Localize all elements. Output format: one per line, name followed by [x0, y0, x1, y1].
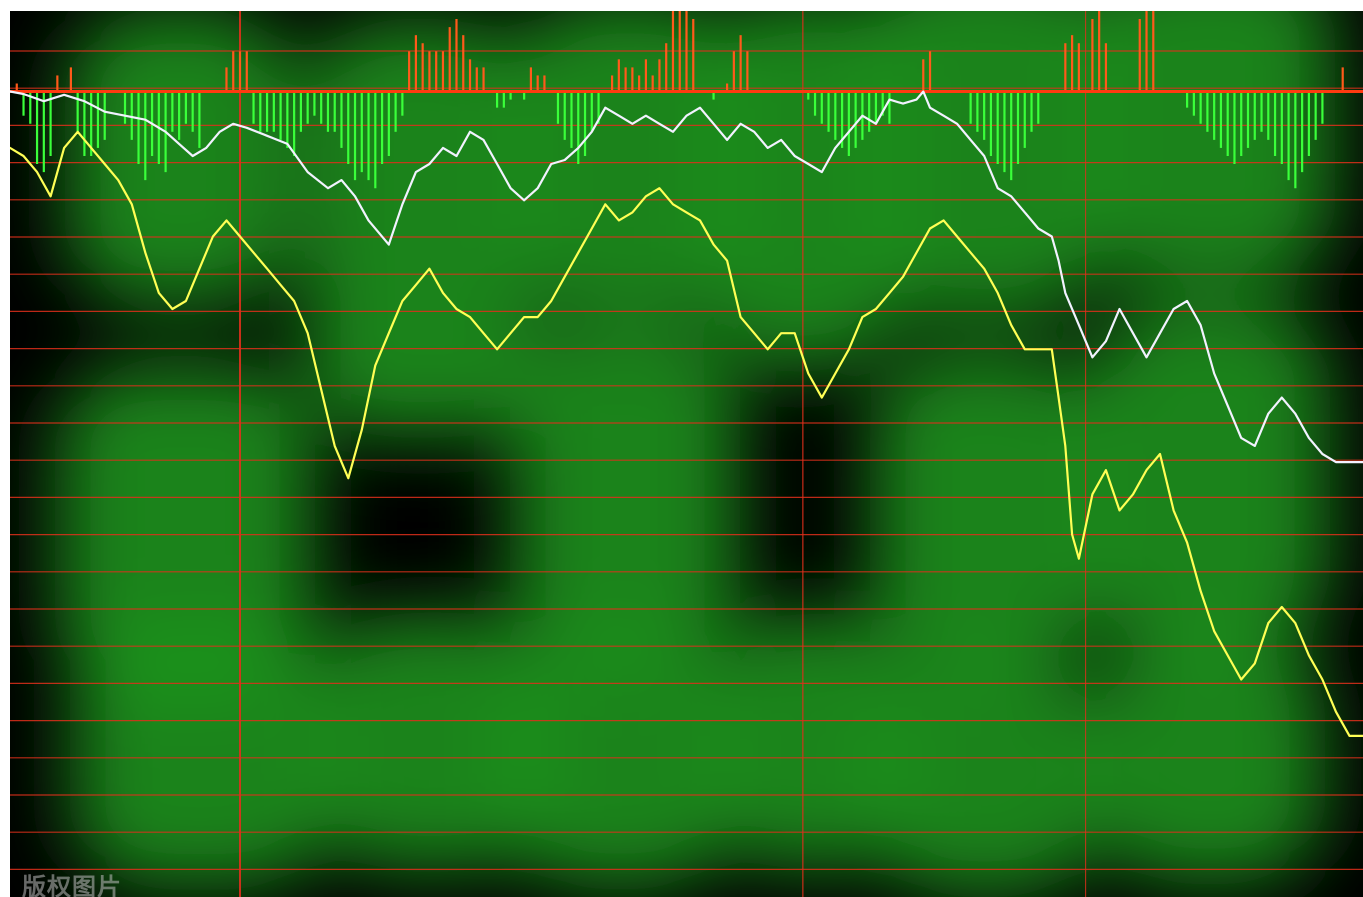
glow-blob-3 — [305, 18, 535, 439]
glow-blob-4 — [315, 612, 545, 873]
series-line-1 — [10, 130, 1363, 738]
horizontal-grid — [10, 50, 1363, 871]
glow-blob-14 — [1090, 301, 1330, 652]
series-line-0 — [10, 90, 1363, 464]
glow-blob-7 — [505, 629, 735, 890]
watermark-text: 版权图片 — [22, 873, 122, 897]
vertical-grid — [239, 11, 1087, 897]
glow-blob-8 — [710, 11, 900, 374]
chart-area: 版权图片 — [10, 11, 1363, 897]
glow-blob-6 — [510, 324, 740, 664]
green-glow-background — [55, 11, 1335, 897]
glow-blob-10 — [865, 11, 1105, 320]
glow-blob-2 — [70, 629, 330, 890]
glow-blob-11 — [870, 351, 1100, 672]
series-lines — [10, 90, 1363, 738]
histogram-bars — [15, 11, 1344, 189]
glow-blob-9 — [715, 612, 905, 873]
glow-blob-12 — [870, 657, 1100, 897]
chart-svg — [10, 11, 1363, 897]
glow-blob-13 — [1085, 11, 1335, 287]
glow-blob-15 — [1095, 634, 1325, 885]
glow-blob-1 — [55, 364, 315, 695]
